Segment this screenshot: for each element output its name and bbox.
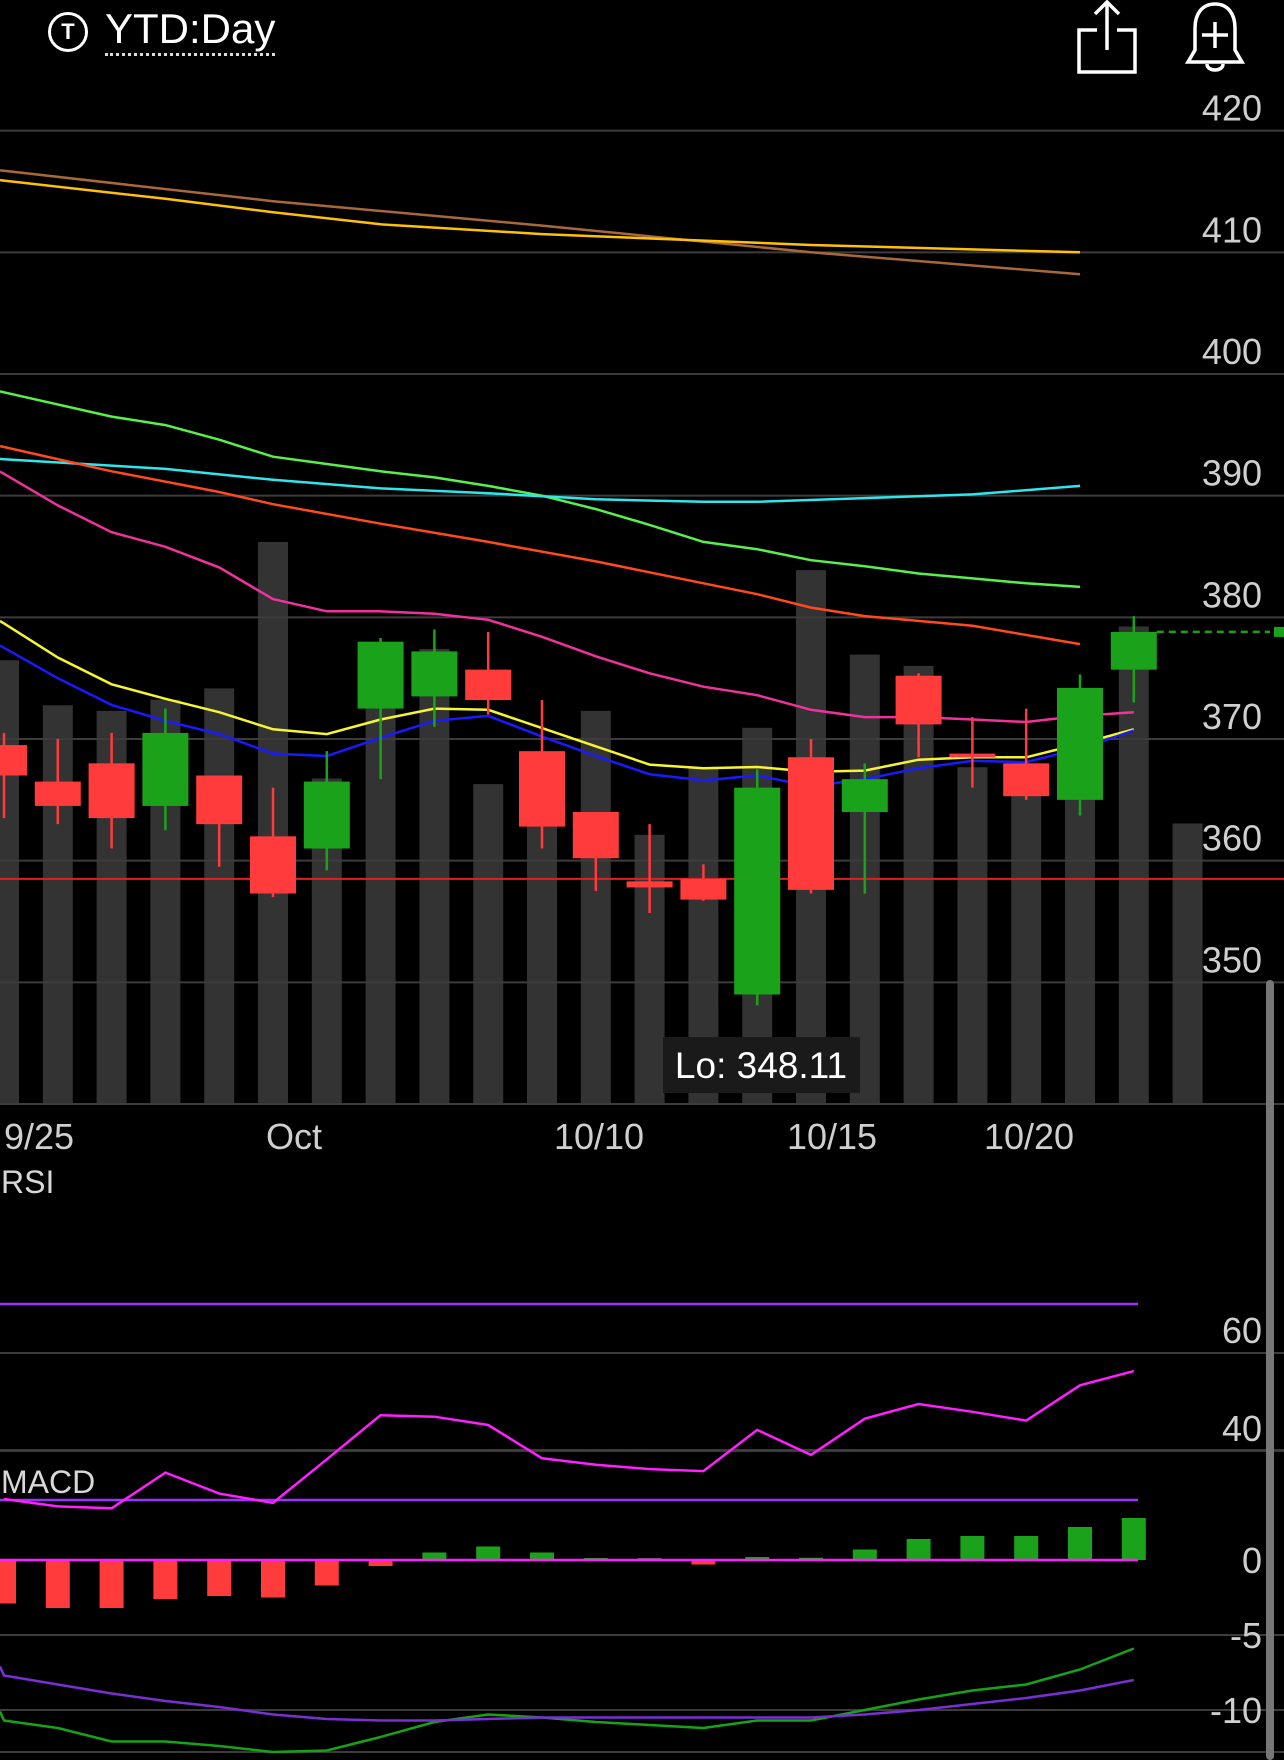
macd-histogram-bar-positive bbox=[1121, 1518, 1146, 1560]
macd-histogram-bar-negative bbox=[261, 1560, 285, 1598]
macd-histogram-bar-negative bbox=[314, 1560, 339, 1586]
macd-histogram-bar-positive bbox=[1014, 1536, 1039, 1560]
macd-histogram-bar-positive bbox=[1068, 1527, 1092, 1560]
macd-histogram-bar-positive bbox=[745, 1557, 770, 1560]
price-tick-label: 370 bbox=[1202, 696, 1262, 737]
candle-down bbox=[572, 812, 619, 859]
moving-average-line bbox=[0, 457, 1081, 504]
macd-histogram-bar-positive bbox=[852, 1549, 877, 1560]
macd-tick-label: -10 bbox=[1210, 1690, 1262, 1731]
low-annotation-box bbox=[663, 1037, 860, 1093]
macd-histogram-bar-negative bbox=[99, 1560, 124, 1608]
moving-average-line bbox=[0, 169, 1081, 276]
candle-up bbox=[1110, 631, 1157, 670]
candle-down bbox=[895, 675, 942, 725]
price-tick-label: 390 bbox=[1202, 453, 1262, 494]
macd-tick-label: 0 bbox=[1242, 1540, 1262, 1581]
volume-bar bbox=[580, 710, 611, 1105]
macd-histogram-bar-positive bbox=[476, 1546, 501, 1560]
price-tick-label: 350 bbox=[1202, 939, 1262, 980]
volume-bar bbox=[204, 688, 235, 1105]
candle-up bbox=[411, 651, 458, 697]
volume-bar bbox=[1065, 778, 1095, 1105]
ticker-icon-letter: T bbox=[61, 19, 75, 44]
candle-down bbox=[519, 751, 565, 827]
x-axis-label: 10/10 bbox=[554, 1116, 644, 1157]
candle-down bbox=[465, 669, 512, 701]
candle-up bbox=[142, 732, 189, 806]
macd-histogram-bar-positive bbox=[422, 1552, 447, 1560]
macd-histogram-bar-negative bbox=[691, 1560, 716, 1565]
candle-down bbox=[250, 836, 296, 894]
macd-histogram-bar-negative bbox=[368, 1560, 393, 1566]
scrollbar[interactable] bbox=[1266, 980, 1274, 1760]
ticker-icon[interactable]: T bbox=[48, 12, 88, 52]
rsi-tick-label: 60 bbox=[1222, 1310, 1262, 1351]
volume-bar bbox=[473, 784, 504, 1105]
rsi-title: RSI bbox=[1, 1164, 54, 1200]
candle-up bbox=[841, 779, 888, 812]
macd-title: MACD bbox=[1, 1464, 95, 1500]
candle-down bbox=[88, 763, 135, 819]
x-axis-label: 10/20 bbox=[984, 1116, 1074, 1157]
last-price-marker bbox=[1274, 626, 1284, 637]
candle-up bbox=[303, 781, 350, 849]
candle-down bbox=[626, 881, 673, 888]
candle-down bbox=[949, 753, 996, 758]
macd-histogram-bar-negative bbox=[207, 1560, 232, 1596]
bell-plus-icon[interactable] bbox=[1180, 0, 1250, 76]
price-tick-label: 410 bbox=[1202, 209, 1262, 250]
candle-down bbox=[1003, 763, 1050, 797]
moving-average-line bbox=[0, 470, 1134, 724]
candle-down bbox=[196, 775, 243, 825]
chart-toolbar: T YTD:Day bbox=[0, 0, 1284, 80]
volume-bar bbox=[1172, 823, 1203, 1105]
timeframe-selector[interactable]: YTD:Day bbox=[105, 6, 276, 56]
candle-down bbox=[788, 757, 834, 890]
macd-histogram-bar-positive bbox=[530, 1552, 554, 1560]
x-axis-label: Oct bbox=[266, 1116, 322, 1157]
x-axis-label: 10/15 bbox=[787, 1116, 877, 1157]
candle-down bbox=[0, 745, 27, 776]
moving-average-line bbox=[0, 390, 1081, 589]
candle-down bbox=[680, 878, 727, 900]
rsi-tick-label: 40 bbox=[1222, 1408, 1262, 1449]
moving-average-line bbox=[0, 178, 1081, 254]
price-tick-label: 380 bbox=[1202, 574, 1262, 615]
candle-up bbox=[734, 787, 781, 995]
candle-down bbox=[34, 781, 81, 806]
macd-histogram-bar-negative bbox=[153, 1560, 178, 1599]
price-tick-label: 420 bbox=[1202, 88, 1262, 129]
macd-tick-label: -5 bbox=[1230, 1615, 1262, 1656]
macd-histogram-bar-positive bbox=[906, 1539, 931, 1560]
macd-line bbox=[0, 1647, 1135, 1754]
macd-signal-line bbox=[0, 1665, 1135, 1722]
volume-bar bbox=[957, 767, 988, 1105]
volume-bar bbox=[0, 660, 19, 1105]
price-tick-label: 360 bbox=[1202, 818, 1262, 859]
moving-average-line bbox=[0, 444, 1081, 646]
macd-histogram-bar-negative bbox=[0, 1560, 16, 1604]
volume-bar bbox=[1118, 626, 1149, 1105]
price-tick-label: 400 bbox=[1202, 331, 1262, 372]
share-icon[interactable] bbox=[1073, 0, 1143, 76]
volume-bar bbox=[527, 806, 557, 1105]
rsi-line bbox=[3, 1369, 1135, 1510]
low-annotation: Lo: 348.11 bbox=[675, 1045, 847, 1086]
macd-histogram-bar-positive bbox=[960, 1536, 985, 1560]
candle-up bbox=[1057, 687, 1103, 800]
volume-bar bbox=[1011, 772, 1042, 1105]
macd-histogram-bar-negative bbox=[45, 1560, 70, 1608]
x-axis-label: 9/25 bbox=[4, 1116, 74, 1157]
candle-up bbox=[357, 641, 404, 709]
